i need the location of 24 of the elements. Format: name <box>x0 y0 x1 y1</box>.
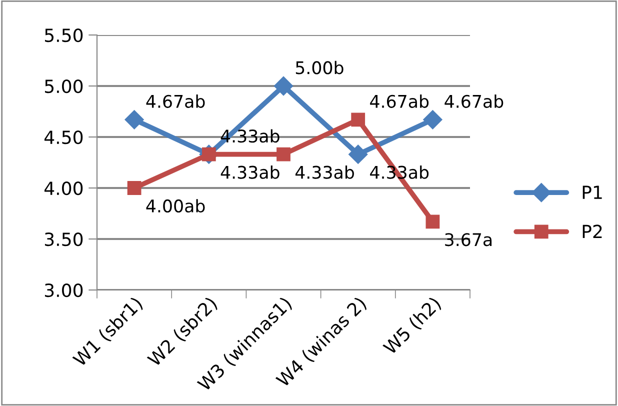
point <box>124 110 144 130</box>
y-tick-label: 5.50 <box>44 28 83 42</box>
data-label: 3.67a <box>445 233 492 246</box>
data-label: 4.33ab <box>295 165 354 179</box>
y-tick-label: 4.50 <box>44 130 83 144</box>
y-tick-label: 3.00 <box>44 283 83 298</box>
point <box>423 110 442 130</box>
legend-label: P1 <box>582 186 602 199</box>
data-label: 4.33ab <box>220 165 280 179</box>
point <box>348 144 368 164</box>
y-tick-label: 5.00 <box>44 79 83 94</box>
data-label: 4.67ab <box>146 94 205 108</box>
point <box>276 147 290 162</box>
point <box>351 112 366 127</box>
data-label: 5.00b <box>296 60 344 74</box>
data-label: 4.67ab <box>444 94 504 108</box>
point <box>274 76 294 96</box>
data-label: 4.00ab <box>146 199 205 213</box>
y-tick-label: 4.00 <box>44 181 83 196</box>
data-label: 4.67ab <box>370 94 429 108</box>
y-tick-label: 3.50 <box>44 232 83 246</box>
legend-label: P2 <box>582 224 602 238</box>
point <box>426 214 440 229</box>
point <box>127 181 142 195</box>
